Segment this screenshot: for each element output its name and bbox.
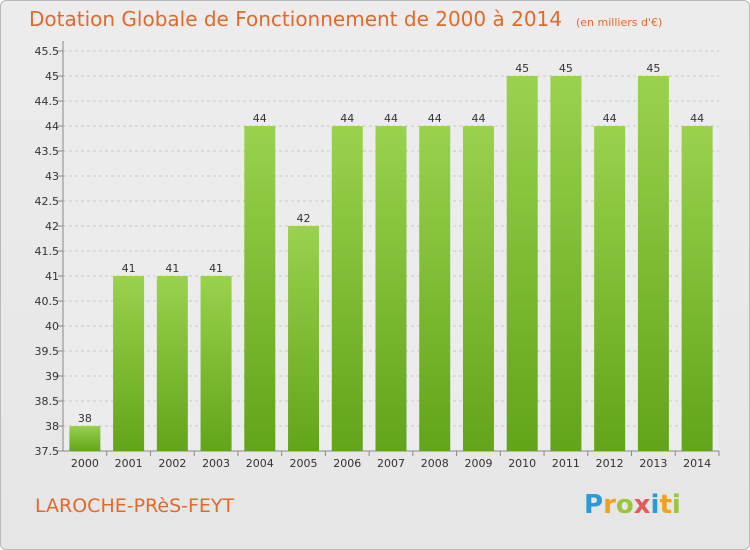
y-tick-label: 39 — [45, 370, 59, 383]
bar-value-label: 45 — [515, 62, 529, 75]
y-tick-label: 41 — [45, 270, 59, 283]
y-tick-label: 37.5 — [35, 445, 60, 458]
bar — [462, 126, 494, 451]
bar — [419, 126, 451, 451]
x-tick-label: 2009 — [464, 457, 492, 470]
y-tick-label: 45.5 — [35, 45, 60, 58]
x-tick-label: 2010 — [508, 457, 536, 470]
logo-letter: t — [659, 490, 672, 520]
bar — [375, 126, 407, 451]
x-tick-label: 2008 — [421, 457, 449, 470]
proxiti-logo: Proxiti — [584, 490, 681, 520]
commune-name: LAROCHE-PRèS-FEYT — [35, 495, 235, 517]
y-tick-label: 42 — [45, 220, 59, 233]
bar-value-label: 45 — [559, 62, 573, 75]
x-tick-label: 2011 — [552, 457, 580, 470]
bar-value-label: 44 — [253, 112, 267, 125]
x-tick-label: 2013 — [639, 457, 667, 470]
x-tick-label: 2000 — [71, 457, 99, 470]
x-tick-label: 2004 — [246, 457, 274, 470]
bar — [594, 126, 626, 451]
bar-value-label: 44 — [603, 112, 617, 125]
y-tick-label: 38.5 — [35, 395, 60, 408]
bar — [637, 76, 669, 451]
y-tick-label: 40 — [45, 320, 59, 333]
y-tick-label: 42.5 — [35, 195, 60, 208]
x-tick-label: 2006 — [333, 457, 361, 470]
logo-letter: o — [615, 490, 634, 520]
bar-value-label: 44 — [471, 112, 485, 125]
bar — [244, 126, 276, 451]
x-tick-label: 2014 — [683, 457, 711, 470]
x-tick-label: 2003 — [202, 457, 230, 470]
logo-letter: r — [603, 490, 616, 520]
title-text: Dotation Globale de Fonctionnement de 20… — [29, 7, 562, 31]
bar — [156, 276, 188, 451]
bar-value-label: 45 — [646, 62, 660, 75]
bar-value-label: 38 — [78, 412, 92, 425]
bar-value-label: 44 — [384, 112, 398, 125]
bar — [288, 226, 320, 451]
bar-value-label: 42 — [297, 212, 311, 225]
bar — [69, 426, 101, 451]
x-tick-label: 2005 — [290, 457, 318, 470]
logo-letter: x — [633, 490, 651, 520]
bar-value-label: 41 — [165, 262, 179, 275]
bar — [200, 276, 232, 451]
y-tick-label: 39.5 — [35, 345, 60, 358]
y-tick-label: 41.5 — [35, 245, 60, 258]
chart-title: Dotation Globale de Fonctionnement de 20… — [29, 7, 662, 31]
bar — [331, 126, 363, 451]
x-tick-label: 2002 — [158, 457, 186, 470]
logo-letter: i — [671, 490, 681, 520]
y-tick-label: 43.5 — [35, 145, 60, 158]
x-tick-label: 2007 — [377, 457, 405, 470]
y-tick-label: 44.5 — [35, 95, 60, 108]
bar-value-label: 44 — [340, 112, 354, 125]
bar — [681, 126, 713, 451]
unit-label: (en milliers d'€) — [576, 16, 663, 29]
y-tick-label: 45 — [45, 70, 59, 83]
bar — [113, 276, 145, 451]
bar-value-label: 44 — [690, 112, 704, 125]
bar — [550, 76, 582, 451]
y-tick-label: 40.5 — [35, 295, 60, 308]
y-tick-label: 38 — [45, 420, 59, 433]
x-tick-label: 2001 — [115, 457, 143, 470]
bar-value-label: 41 — [209, 262, 223, 275]
bar — [506, 76, 538, 451]
y-tick-label: 44 — [45, 120, 59, 133]
logo-letter: P — [584, 490, 604, 520]
bar-value-label: 41 — [122, 262, 136, 275]
x-tick-label: 2012 — [596, 457, 624, 470]
bar-value-label: 44 — [428, 112, 442, 125]
y-tick-label: 43 — [45, 170, 59, 183]
logo-letter: i — [650, 490, 660, 520]
